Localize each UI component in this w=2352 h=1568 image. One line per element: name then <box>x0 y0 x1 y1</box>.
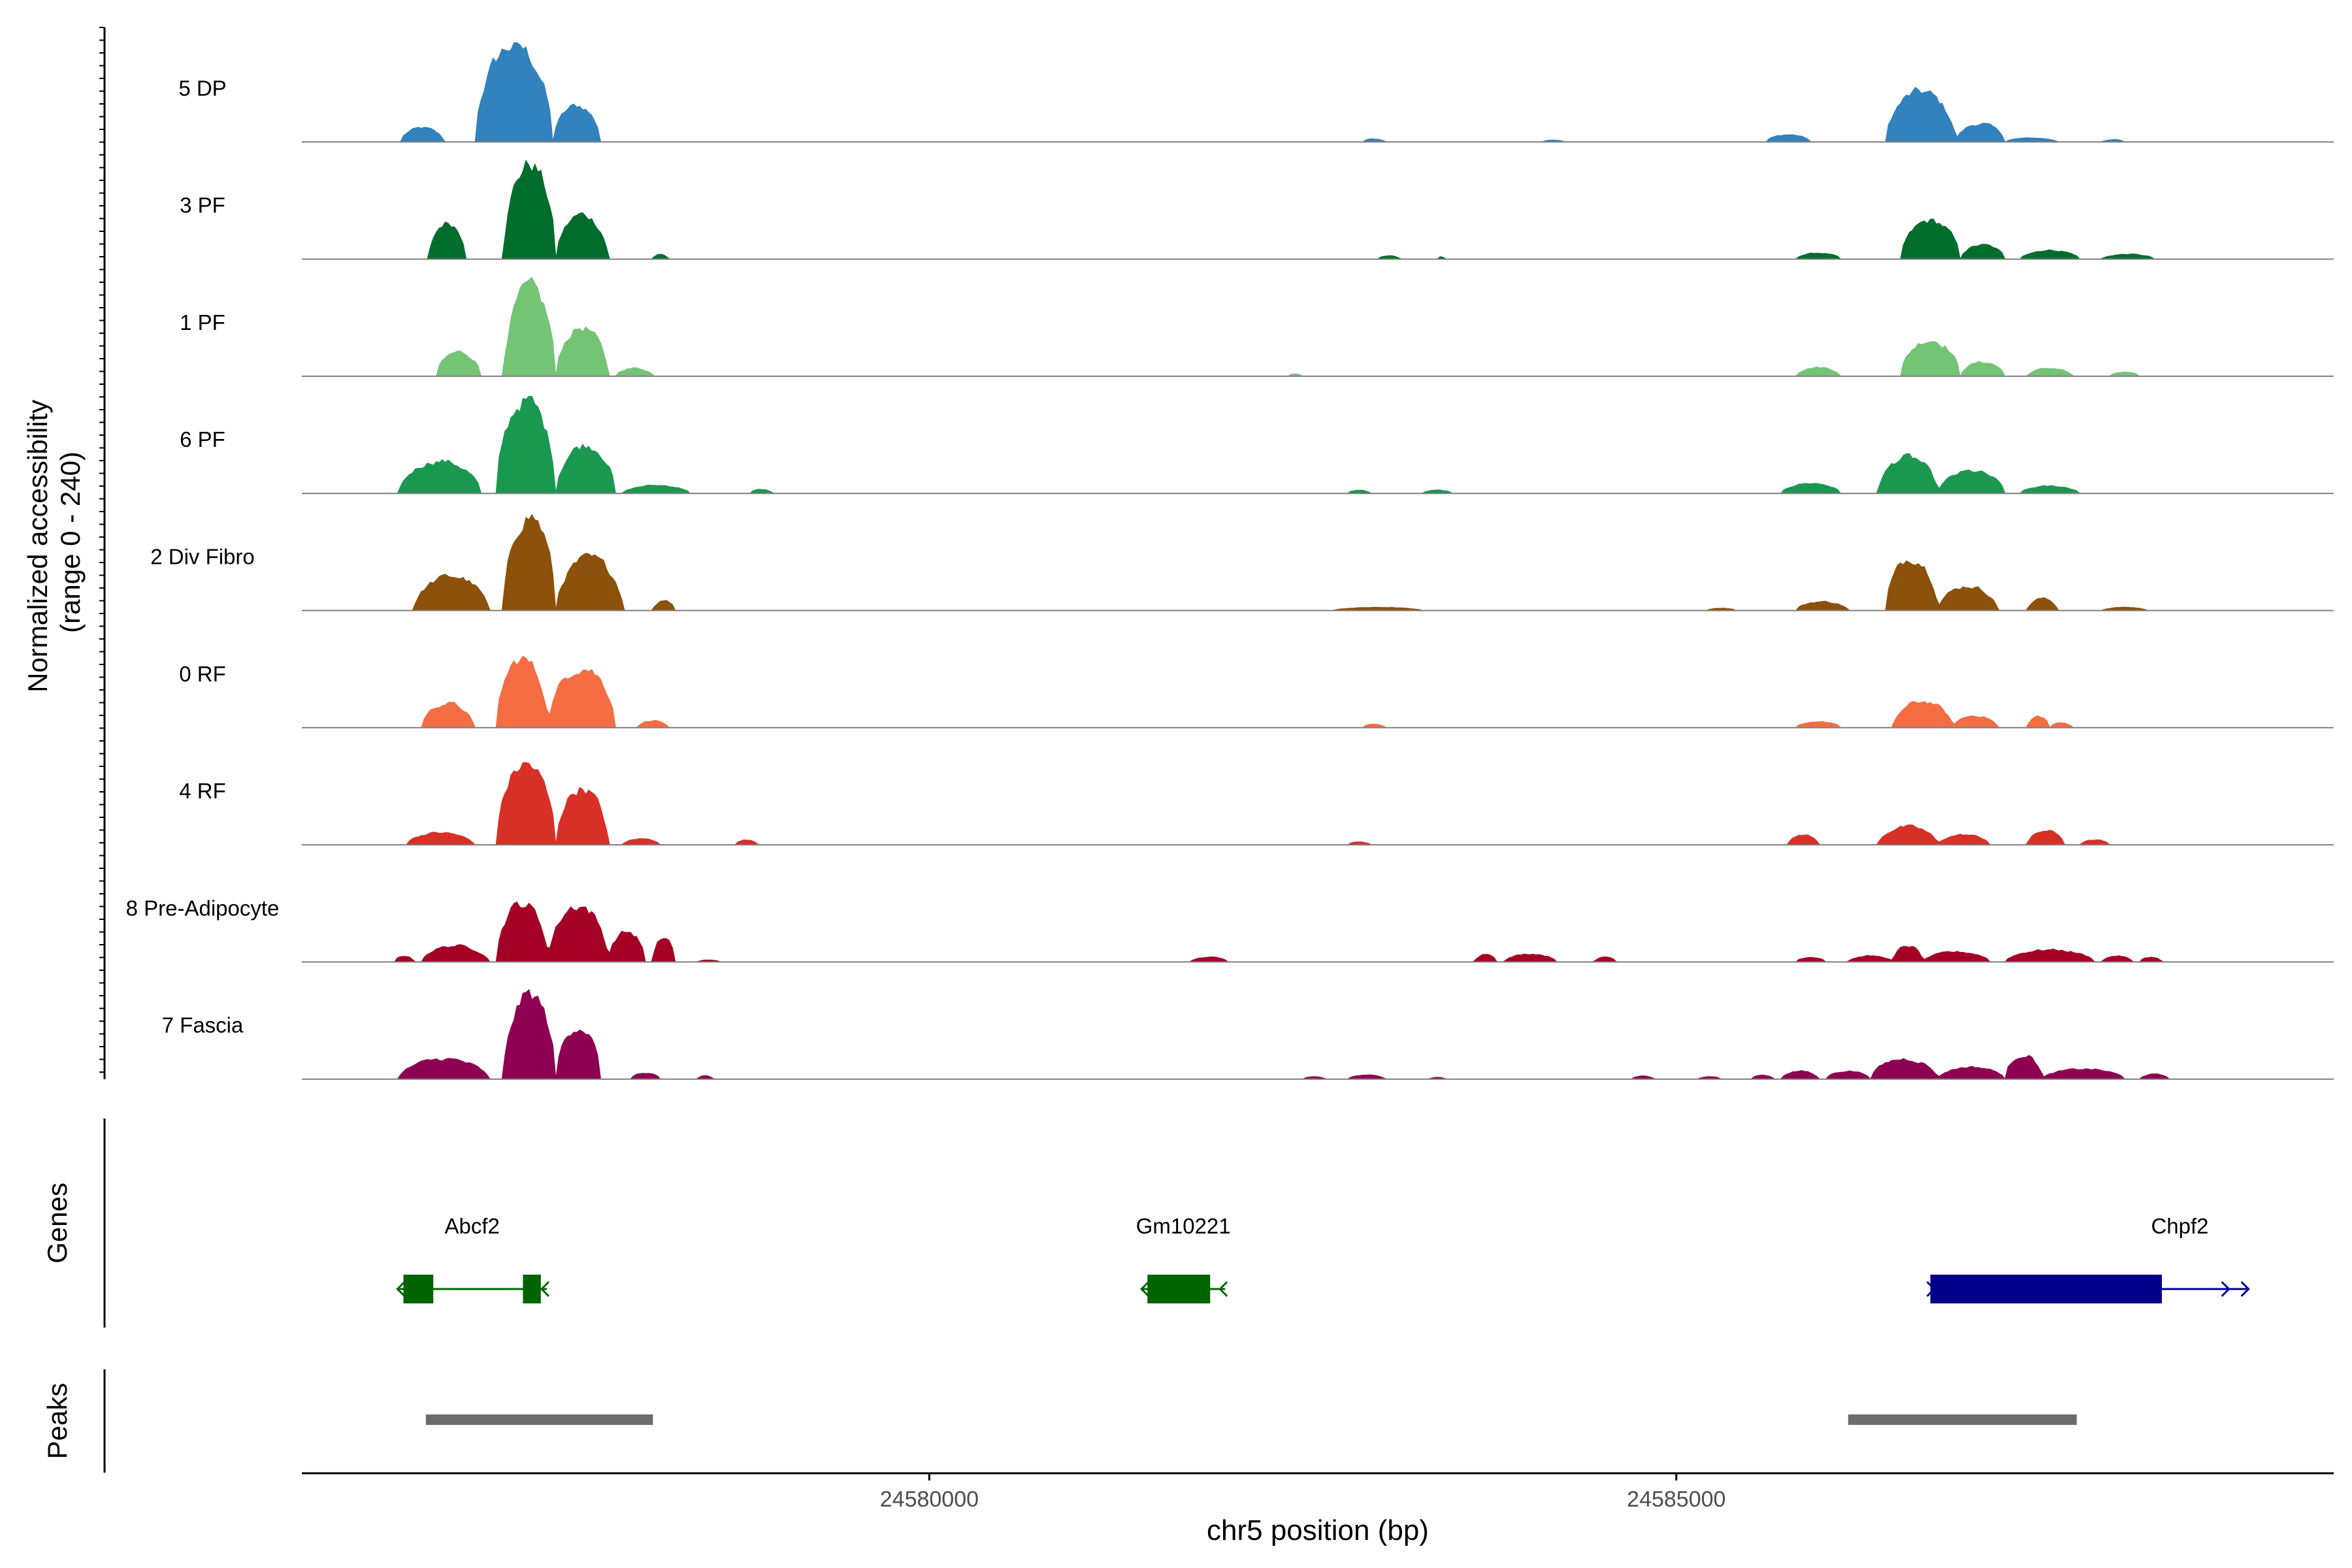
coverage-area <box>302 276 2334 378</box>
gene-annotations: Abcf2 Gm10221 Chpf2 <box>396 1214 2250 1303</box>
track-label: 1 PF <box>180 310 225 335</box>
gene-gm10221: Gm10221 <box>1136 1214 1231 1303</box>
strand-arrow-icon <box>2240 1281 2250 1298</box>
genes-panel-label: Genes <box>42 1183 73 1264</box>
coverage-area <box>302 988 2334 1081</box>
peak-bar <box>425 1414 653 1425</box>
gene-exon <box>1147 1275 1211 1303</box>
x-tick-label: 24580000 <box>880 1487 979 1512</box>
track-label: 3 PF <box>180 193 225 218</box>
track-label: 5 DP <box>178 76 226 100</box>
track-7-fascia: 7 Fascia <box>162 988 2334 1081</box>
strand-arrow-icon <box>1218 1281 1228 1298</box>
track-label: 2 Div Fibro <box>150 545 255 569</box>
peak-bar <box>1848 1414 2077 1425</box>
y-axis-label: Normalized accessibility (range 0 - 240) <box>22 392 86 693</box>
track-4-rf: 4 RF <box>179 762 2334 846</box>
track-label: 4 RF <box>179 779 226 803</box>
strand-arrow-icon <box>540 1281 550 1298</box>
x-tick-label: 24585000 <box>1627 1487 1725 1512</box>
peak-regions <box>425 1414 2077 1425</box>
track-2-div-fibro: 2 Div Fibro <box>150 514 2334 612</box>
coverage-area <box>302 655 2334 728</box>
track-3-pf: 3 PF <box>180 159 2334 261</box>
y-axis-label-line-1: Normalized accessibility <box>22 400 53 693</box>
gene-exon <box>523 1275 541 1303</box>
gene-label: Gm10221 <box>1136 1214 1231 1238</box>
peaks-panel-label: Peaks <box>42 1383 73 1460</box>
strand-arrow-icon <box>396 1281 406 1298</box>
coverage-area <box>302 159 2334 261</box>
coverage-area <box>302 395 2334 494</box>
strand-arrow-icon <box>1140 1281 1150 1298</box>
gene-exon <box>1930 1275 2162 1303</box>
coverage-tracks: 5 DP 3 PF 1 PF 6 PF 2 Div Fibro 0 RF 4 RF 8 Pre… <box>126 42 2334 1081</box>
coverage-area <box>302 514 2334 612</box>
gene-abcf2: Abcf2 <box>396 1214 550 1303</box>
strand-arrow-icon <box>2221 1281 2230 1298</box>
x-axis-label: chr5 position (bp) <box>1207 1514 1429 1546</box>
gene-label: Chpf2 <box>2151 1214 2208 1238</box>
gene-label: Abcf2 <box>445 1214 500 1238</box>
track-label: 0 RF <box>179 662 226 686</box>
track-0-rf: 0 RF <box>179 655 2334 728</box>
y-axis-label-line-2: (range 0 - 240) <box>55 451 86 633</box>
track-label: 6 PF <box>180 427 225 451</box>
strand-arrow-icon <box>1926 1281 1936 1298</box>
coverage-area <box>302 902 2334 962</box>
track-label: 7 Fascia <box>162 1013 244 1037</box>
track-5-dp: 5 DP <box>178 42 2334 143</box>
gene-exon <box>403 1275 434 1303</box>
track-8-pre-adipocyte: 8 Pre-Adipocyte <box>126 896 2334 963</box>
track-label: 8 Pre-Adipocyte <box>126 896 280 920</box>
track-6-pf: 6 PF <box>180 395 2334 495</box>
coverage-y-axis <box>99 27 106 1079</box>
gene-chpf2: Chpf2 <box>1926 1214 2250 1303</box>
x-axis-ticks: 24580000 24585000 <box>880 1473 1725 1512</box>
coverage-area <box>302 42 2334 143</box>
track-1-pf: 1 PF <box>180 276 2334 378</box>
coverage-area <box>302 762 2334 845</box>
